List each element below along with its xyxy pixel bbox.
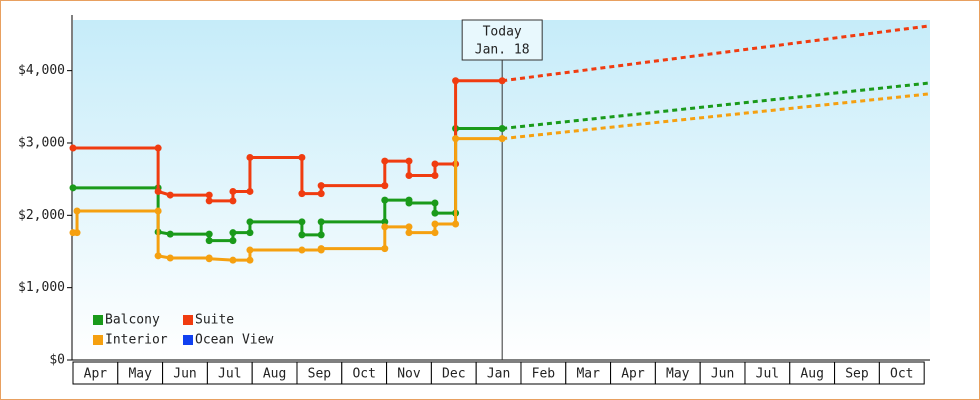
legend-swatch: [183, 315, 193, 325]
point: [205, 191, 213, 199]
point: [166, 191, 174, 199]
point: [298, 231, 306, 239]
point: [317, 218, 325, 226]
point: [73, 229, 81, 237]
point: [452, 77, 460, 85]
point: [246, 218, 254, 226]
today-box: [461, 19, 543, 61]
x-tick-label: Aug: [263, 367, 286, 382]
legend-swatch: [93, 315, 103, 325]
point: [405, 172, 413, 180]
x-tick-label: Aug: [800, 367, 823, 382]
legend-label: Balcony: [105, 313, 160, 328]
legend-swatch: [93, 335, 103, 345]
y-tick-label: $2,000: [18, 208, 65, 223]
point: [229, 187, 237, 195]
y-tick-label: $0: [49, 353, 65, 368]
point: [381, 218, 389, 226]
point: [246, 256, 254, 264]
x-tick-label: Feb: [532, 367, 556, 382]
point: [381, 245, 389, 253]
x-tick-label: Sep: [308, 367, 332, 382]
point: [205, 230, 213, 238]
point: [381, 157, 389, 165]
x-tick-label: Sep: [845, 367, 869, 382]
x-tick-box: [878, 361, 925, 385]
point: [431, 220, 439, 228]
point: [246, 187, 254, 195]
point: [317, 190, 325, 198]
point: [69, 184, 77, 192]
x-tick-label: Jun: [711, 367, 734, 382]
point: [229, 197, 237, 205]
legend-label: Suite: [195, 313, 234, 328]
point: [298, 190, 306, 198]
point: [452, 135, 460, 143]
point: [405, 223, 413, 231]
x-tick-label: Mar: [576, 367, 600, 382]
point: [498, 125, 506, 133]
plot-area: [73, 20, 930, 360]
point: [431, 209, 439, 217]
point: [229, 256, 237, 264]
x-tick-label: Jan: [487, 367, 510, 382]
y-tick-label: $3,000: [18, 135, 65, 150]
point: [154, 252, 162, 260]
point: [431, 160, 439, 168]
x-tick-label: Apr: [621, 367, 645, 382]
point: [166, 254, 174, 262]
point: [154, 187, 162, 195]
x-tick-label: Oct: [352, 367, 375, 382]
point: [154, 144, 162, 152]
point: [154, 207, 162, 215]
today-label: Jan. 18: [475, 43, 530, 58]
legend-swatch: [183, 335, 193, 345]
x-tick-label: Dec: [442, 367, 465, 382]
point: [205, 255, 213, 263]
point: [229, 237, 237, 245]
point: [246, 153, 254, 161]
x-tick-label: May: [666, 367, 690, 382]
point: [246, 229, 254, 237]
point: [73, 207, 81, 215]
point: [498, 77, 506, 85]
point: [452, 220, 460, 228]
x-tick-label: Oct: [890, 367, 913, 382]
point: [405, 229, 413, 237]
point: [381, 196, 389, 204]
point: [405, 157, 413, 165]
point: [298, 218, 306, 226]
x-tick-label: Jul: [756, 367, 779, 382]
y-tick-label: $4,000: [18, 63, 65, 78]
point: [431, 229, 439, 237]
x-tick-label: Jun: [173, 367, 196, 382]
point: [431, 172, 439, 180]
point: [431, 199, 439, 207]
x-tick-label: May: [128, 367, 152, 382]
point: [298, 246, 306, 254]
y-tick-label: $1,000: [18, 280, 65, 295]
today-label: Today: [483, 25, 522, 40]
point: [298, 153, 306, 161]
point: [381, 223, 389, 231]
point: [405, 199, 413, 207]
point: [205, 197, 213, 205]
point: [229, 229, 237, 237]
legend-label: Ocean View: [195, 333, 273, 348]
x-tick-label: Jul: [218, 367, 241, 382]
point: [317, 231, 325, 239]
point: [166, 230, 174, 238]
point: [381, 182, 389, 190]
point: [69, 144, 77, 152]
point: [205, 237, 213, 245]
point: [246, 246, 254, 254]
point: [317, 182, 325, 190]
point: [317, 245, 325, 253]
x-tick-label: Apr: [84, 367, 108, 382]
point: [498, 135, 506, 143]
x-tick-label: Nov: [397, 367, 421, 382]
legend-label: Interior: [105, 333, 168, 348]
